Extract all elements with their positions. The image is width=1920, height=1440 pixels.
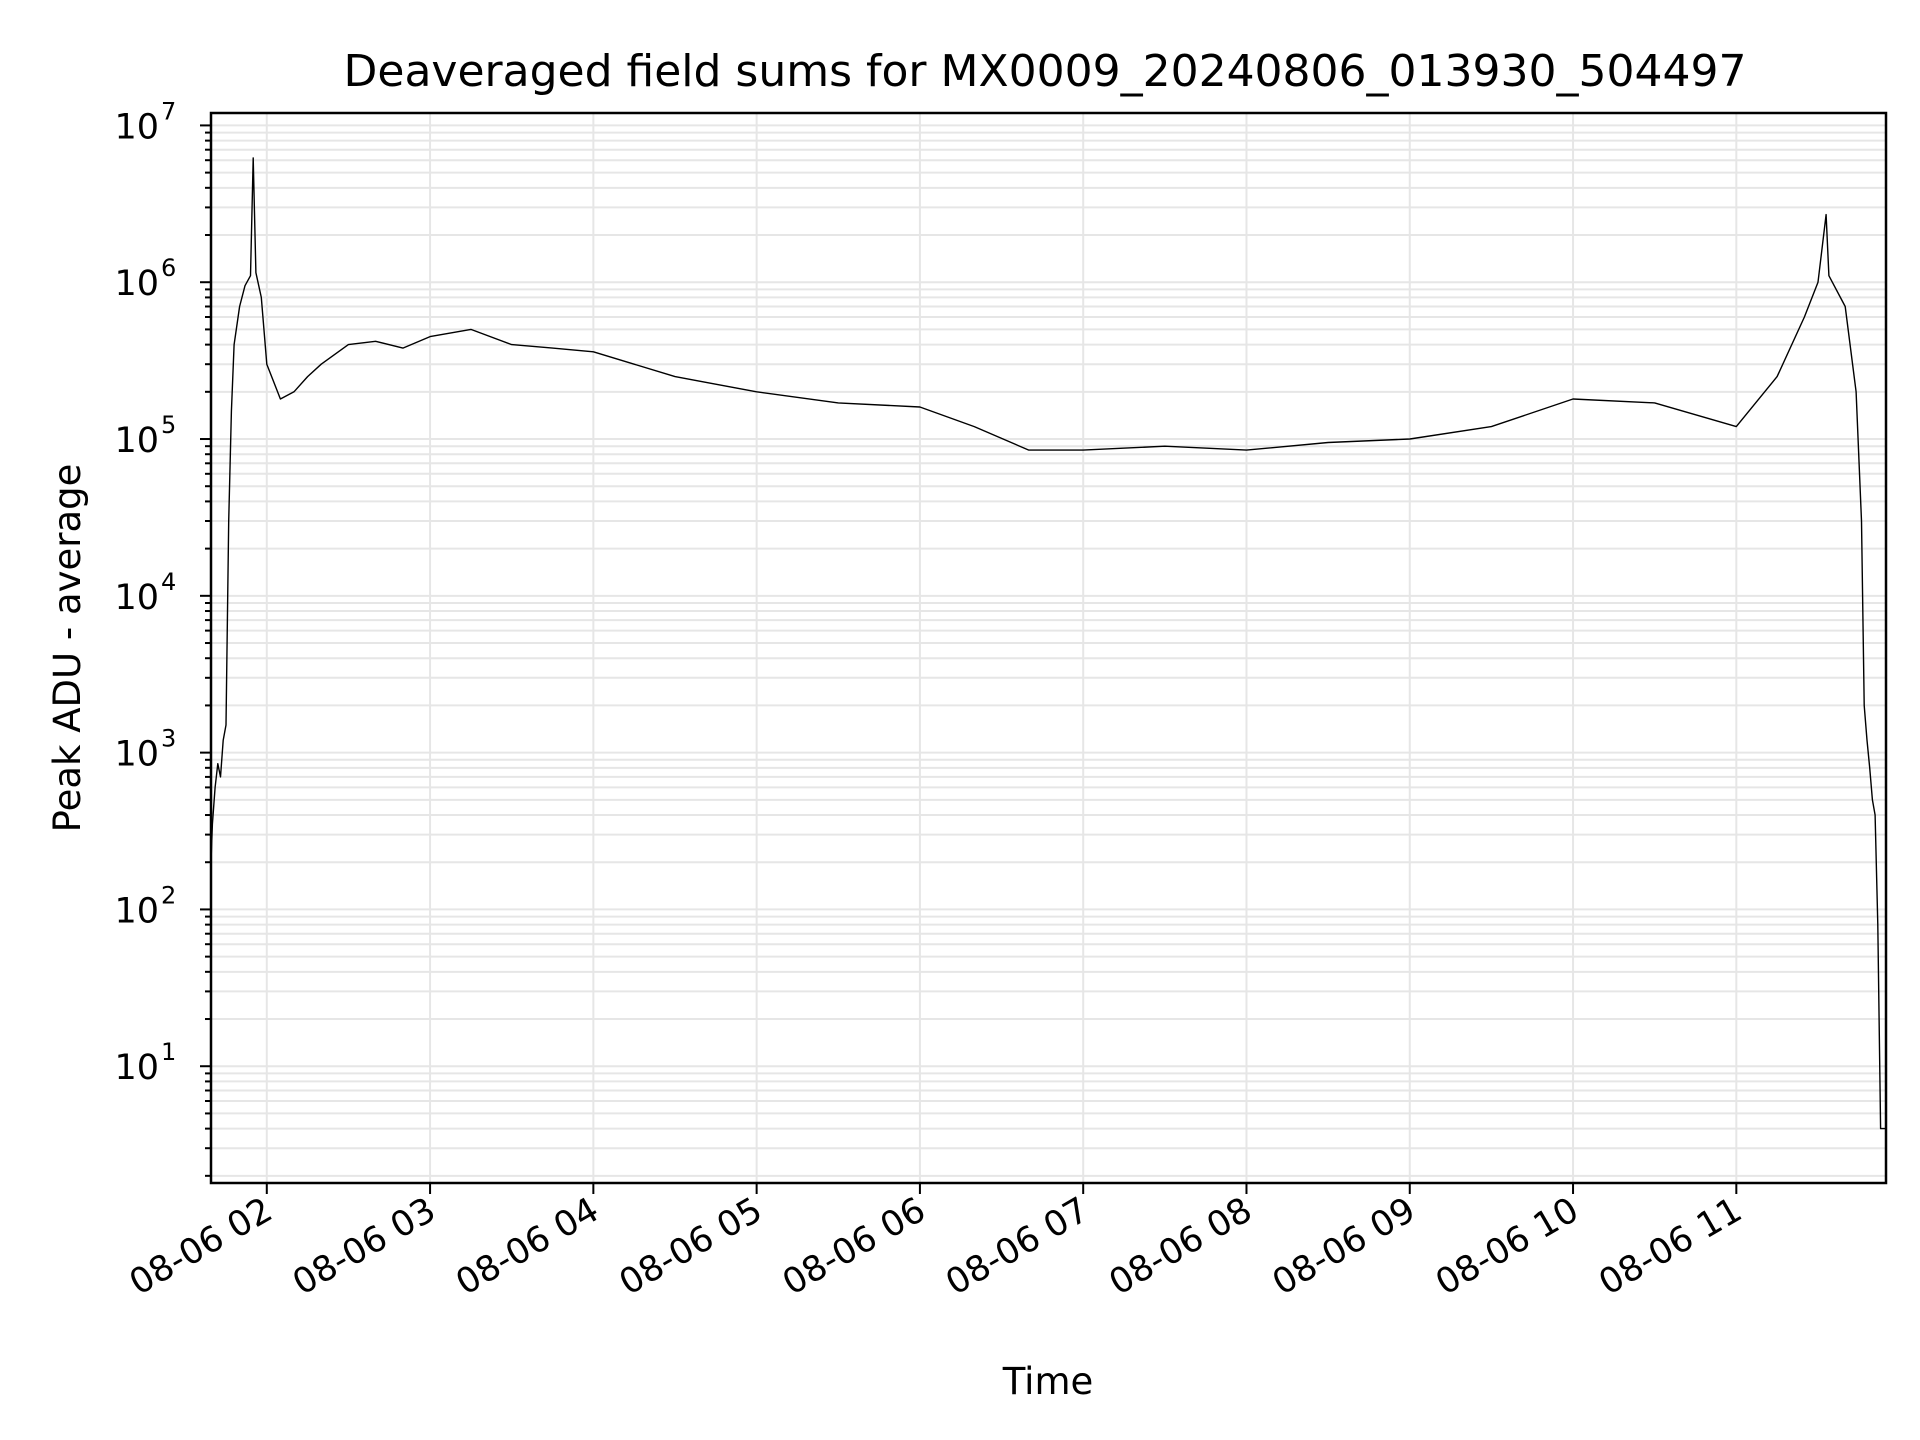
x-tick-label: 08-06 04 (450, 1190, 606, 1303)
y-tick-label: 10 6 (114, 254, 176, 304)
x-tick-label: 08-06 10 (1429, 1190, 1585, 1303)
y-tick-exponent: 6 (161, 254, 176, 282)
y-tick-exponent: 1 (161, 1038, 176, 1066)
y-tick-exponent: 3 (161, 725, 176, 753)
grid (211, 113, 1886, 1183)
y-tick-exponent: 4 (161, 568, 176, 596)
x-tick-label: 08-06 11 (1593, 1190, 1749, 1303)
plot-frame (209, 111, 1888, 1185)
y-tick-base: 10 (114, 735, 159, 775)
x-tick-label: 08-06 07 (939, 1190, 1095, 1303)
x-tick-label: 08-06 09 (1266, 1190, 1422, 1303)
y-tick-base: 10 (114, 1048, 159, 1088)
y-tick-label: 10 2 (114, 881, 176, 931)
series-line (210, 157, 1886, 1130)
chart-title: Deaveraged field sums for MX0009_2024080… (344, 46, 1747, 97)
y-tick-label: 10 1 (114, 1038, 176, 1088)
y-tick-label: 10 3 (114, 725, 176, 775)
y-axis-label: Peak ADU - average (46, 464, 89, 833)
y-tick-base: 10 (114, 891, 159, 931)
y-tick-label: 10 4 (114, 568, 176, 618)
series-layer (210, 157, 1886, 1130)
y-tick-exponent: 5 (161, 411, 176, 439)
x-tick-label: 08-06 05 (613, 1190, 769, 1303)
y-tick-exponent: 2 (161, 881, 176, 909)
x-axis: 08-06 02 08-06 03 08-06 04 08-06 05 08-06 06… (123, 1183, 1749, 1303)
y-tick-base: 10 (114, 107, 159, 147)
y-tick-exponent: 7 (161, 97, 176, 125)
y-tick-label: 10 5 (114, 411, 176, 461)
y-tick-label: 10 7 (114, 97, 176, 147)
y-tick-base: 10 (114, 264, 159, 304)
x-tick-label: 08-06 08 (1103, 1190, 1259, 1303)
y-tick-base: 10 (114, 421, 159, 461)
x-tick-label: 08-06 03 (286, 1190, 442, 1303)
y-tick-base: 10 (114, 578, 159, 618)
x-axis-label: Time (1002, 1360, 1094, 1403)
x-tick-label: 08-06 02 (123, 1190, 279, 1303)
x-tick-label: 08-06 06 (776, 1190, 932, 1303)
